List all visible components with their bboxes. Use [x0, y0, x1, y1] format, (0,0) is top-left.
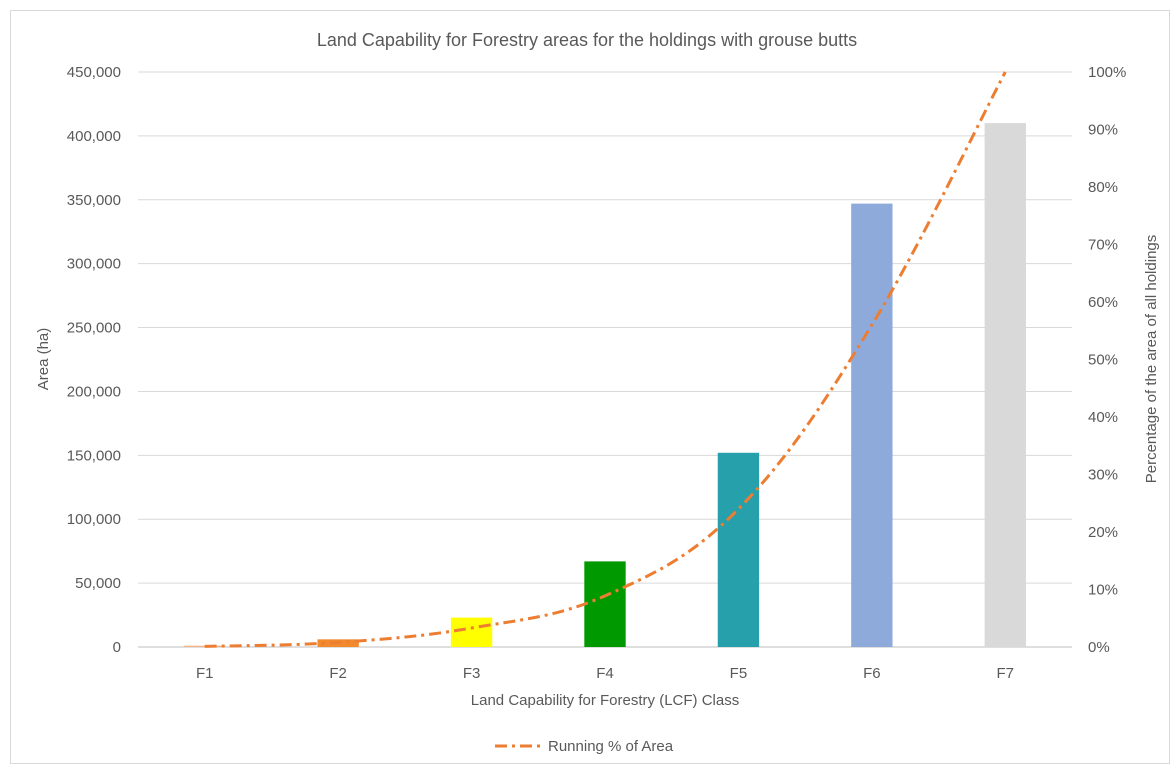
x-tick-label: F7: [997, 665, 1015, 682]
bar-f3: [450, 617, 493, 647]
bars: [184, 123, 1026, 648]
y2-tick-label: 30%: [1088, 467, 1118, 484]
y-tick-label: 50,000: [75, 575, 121, 592]
y-tick-label: 400,000: [67, 128, 121, 145]
y2-tick-label: 50%: [1088, 352, 1118, 369]
x-tick-label: F2: [329, 665, 347, 682]
x-tick-label: F4: [596, 665, 614, 682]
y2-tick-label: 70%: [1088, 237, 1118, 254]
bar-f6: [851, 203, 893, 647]
y2-tick-label: 10%: [1088, 582, 1118, 599]
x-tick-label: F1: [196, 665, 214, 682]
x-axis-title: Land Capability for Forestry (LCF) Class: [471, 692, 739, 709]
y2-tick-label: 60%: [1088, 294, 1118, 311]
y2-tick-label: 90%: [1088, 122, 1118, 139]
gridlines: [138, 71, 1072, 648]
y-tick-label: 0: [113, 639, 121, 656]
y2-axis-ticks: 0% 10% 20% 30% 40% 50% 60% 70% 80% 90% 100%: [1088, 64, 1126, 656]
y-tick-label: 200,000: [67, 383, 121, 400]
x-axis-ticks: F1 F2 F3 F4 F5 F6 F7: [196, 665, 1014, 682]
legend-label: Running % of Area: [548, 738, 674, 755]
y2-tick-label: 80%: [1088, 179, 1118, 196]
y2-axis-title: Percentage of the area of all holdings: [1143, 235, 1160, 484]
running-percent-path: [204, 71, 1007, 648]
bar-f5: [717, 452, 760, 647]
y-tick-label: 250,000: [67, 320, 121, 337]
y2-tick-label: 0%: [1088, 639, 1110, 656]
bar-f4: [584, 561, 626, 647]
x-tick-label: F5: [730, 665, 748, 682]
y-tick-label: 100,000: [67, 511, 121, 528]
running-percent-line: [204, 71, 1007, 648]
chart-title: Land Capability for Forestry areas for t…: [317, 30, 857, 50]
x-tick-label: F3: [463, 665, 481, 682]
y2-tick-label: 100%: [1088, 64, 1126, 81]
y-axis-title: Area (ha): [35, 328, 52, 391]
bar-f7: [984, 123, 1026, 648]
x-tick-label: F6: [863, 665, 881, 682]
y2-tick-label: 40%: [1088, 409, 1118, 426]
y-tick-label: 150,000: [67, 447, 121, 464]
y-tick-label: 350,000: [67, 192, 121, 209]
y-tick-label: 450,000: [67, 64, 121, 81]
y2-tick-label: 20%: [1088, 524, 1118, 541]
y-axis-ticks: 0 50,000 100,000 150,000 200,000 250,000 300,0…: [67, 64, 121, 656]
legend: Running % of Area: [495, 738, 674, 755]
y-tick-label: 300,000: [67, 256, 121, 273]
